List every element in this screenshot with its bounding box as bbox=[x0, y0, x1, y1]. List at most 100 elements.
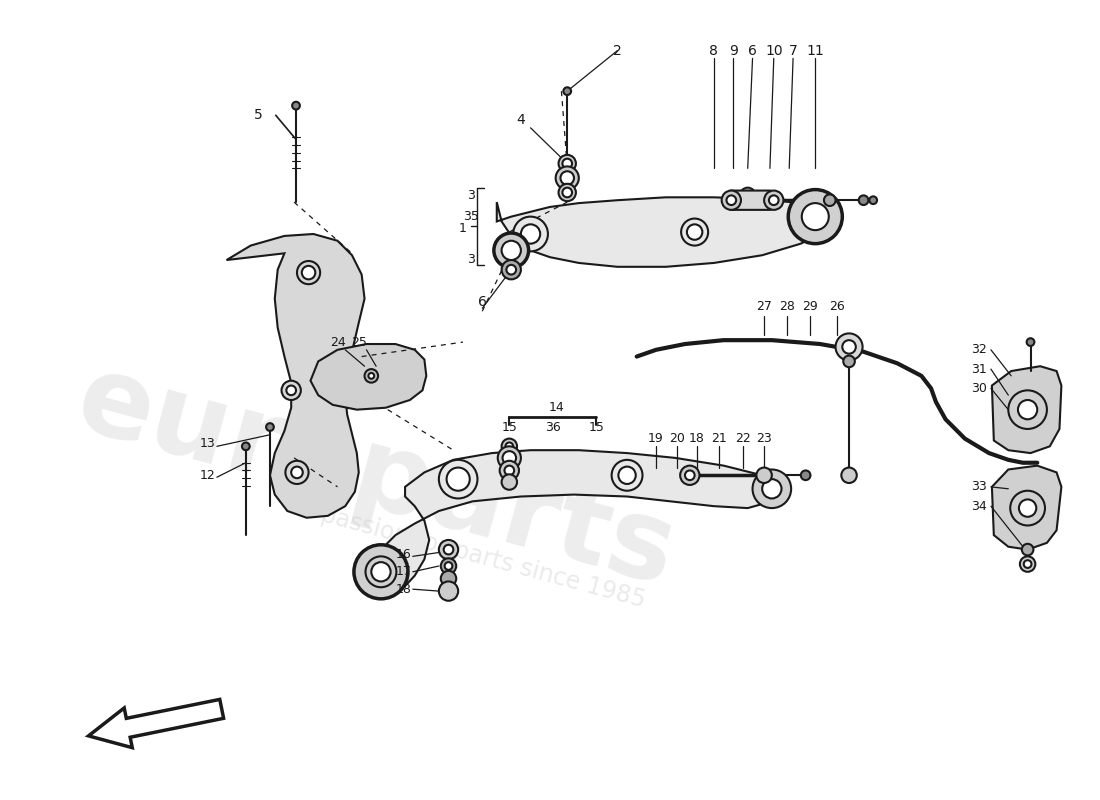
Text: 22: 22 bbox=[735, 432, 751, 445]
Circle shape bbox=[242, 442, 250, 450]
Circle shape bbox=[843, 340, 856, 354]
Text: 7: 7 bbox=[789, 44, 797, 58]
Text: 3: 3 bbox=[466, 189, 474, 202]
FancyArrow shape bbox=[88, 699, 223, 748]
Text: 23: 23 bbox=[756, 432, 772, 445]
Text: 13: 13 bbox=[199, 437, 216, 450]
Circle shape bbox=[685, 470, 694, 480]
Circle shape bbox=[681, 218, 708, 246]
Circle shape bbox=[292, 466, 302, 478]
Polygon shape bbox=[227, 234, 364, 518]
Text: 24: 24 bbox=[330, 335, 345, 349]
Circle shape bbox=[740, 188, 756, 203]
Circle shape bbox=[762, 479, 781, 498]
Text: 5: 5 bbox=[254, 108, 263, 122]
Text: 25: 25 bbox=[351, 335, 366, 349]
Text: 21: 21 bbox=[711, 432, 727, 445]
Circle shape bbox=[562, 188, 572, 198]
Circle shape bbox=[447, 467, 470, 490]
Text: 28: 28 bbox=[779, 300, 795, 313]
Circle shape bbox=[559, 155, 576, 172]
Circle shape bbox=[612, 460, 642, 490]
Circle shape bbox=[764, 190, 783, 210]
Text: 10: 10 bbox=[764, 44, 782, 58]
Polygon shape bbox=[497, 198, 829, 267]
Polygon shape bbox=[992, 366, 1062, 453]
Text: a passion for parts since 1985: a passion for parts since 1985 bbox=[297, 497, 648, 612]
Circle shape bbox=[757, 467, 772, 483]
Text: 8: 8 bbox=[710, 44, 718, 58]
Circle shape bbox=[266, 423, 274, 431]
Circle shape bbox=[441, 558, 456, 574]
Circle shape bbox=[444, 562, 452, 570]
Circle shape bbox=[439, 582, 459, 601]
Circle shape bbox=[722, 190, 741, 210]
Circle shape bbox=[502, 438, 517, 454]
Text: 30: 30 bbox=[971, 382, 988, 395]
Text: 31: 31 bbox=[971, 362, 987, 376]
Circle shape bbox=[293, 102, 300, 110]
Circle shape bbox=[502, 260, 521, 279]
Text: 20: 20 bbox=[669, 432, 685, 445]
Text: 27: 27 bbox=[756, 300, 772, 313]
Circle shape bbox=[752, 470, 791, 508]
Text: europarts: europarts bbox=[66, 346, 686, 608]
Text: 15: 15 bbox=[502, 421, 517, 434]
Text: 18: 18 bbox=[395, 582, 411, 596]
Text: 4: 4 bbox=[517, 113, 526, 127]
Circle shape bbox=[726, 195, 736, 205]
Circle shape bbox=[505, 466, 514, 475]
Circle shape bbox=[365, 556, 396, 587]
Circle shape bbox=[506, 442, 514, 450]
Text: 19: 19 bbox=[648, 432, 664, 445]
Circle shape bbox=[502, 241, 521, 260]
Text: 12: 12 bbox=[199, 469, 216, 482]
Circle shape bbox=[439, 460, 477, 498]
Circle shape bbox=[502, 474, 517, 490]
Circle shape bbox=[497, 446, 521, 470]
Polygon shape bbox=[992, 466, 1062, 550]
Circle shape bbox=[354, 545, 408, 599]
Text: 18: 18 bbox=[689, 432, 704, 445]
Text: 35: 35 bbox=[463, 210, 478, 223]
Circle shape bbox=[802, 203, 828, 230]
Text: 33: 33 bbox=[971, 480, 987, 494]
Circle shape bbox=[563, 87, 571, 95]
FancyBboxPatch shape bbox=[729, 190, 772, 210]
Circle shape bbox=[1018, 400, 1037, 419]
Circle shape bbox=[744, 191, 751, 199]
Text: 11: 11 bbox=[806, 44, 824, 58]
Text: 29: 29 bbox=[803, 300, 818, 313]
Text: 26: 26 bbox=[829, 300, 845, 313]
Circle shape bbox=[499, 461, 519, 480]
Text: 2: 2 bbox=[613, 44, 621, 58]
Circle shape bbox=[769, 195, 779, 205]
Text: 36: 36 bbox=[544, 421, 561, 434]
Text: 6: 6 bbox=[477, 294, 486, 309]
Text: 17: 17 bbox=[395, 566, 411, 578]
Circle shape bbox=[364, 369, 378, 382]
Circle shape bbox=[836, 334, 862, 361]
Text: 3: 3 bbox=[466, 253, 474, 266]
Circle shape bbox=[521, 224, 540, 244]
Circle shape bbox=[561, 171, 574, 185]
Circle shape bbox=[514, 217, 548, 251]
Circle shape bbox=[1010, 490, 1045, 526]
Circle shape bbox=[443, 545, 453, 554]
Circle shape bbox=[439, 540, 459, 559]
Text: 32: 32 bbox=[971, 343, 987, 356]
Circle shape bbox=[618, 466, 636, 484]
Circle shape bbox=[859, 195, 868, 205]
Circle shape bbox=[286, 386, 296, 395]
Polygon shape bbox=[366, 450, 781, 593]
Text: 6: 6 bbox=[748, 44, 757, 58]
Circle shape bbox=[285, 461, 309, 484]
Circle shape bbox=[301, 266, 316, 279]
Circle shape bbox=[842, 467, 857, 483]
Text: 14: 14 bbox=[549, 402, 564, 414]
Polygon shape bbox=[310, 344, 427, 410]
Circle shape bbox=[1024, 560, 1032, 568]
Circle shape bbox=[372, 562, 390, 582]
Circle shape bbox=[1026, 338, 1034, 346]
Text: 9: 9 bbox=[729, 44, 738, 58]
